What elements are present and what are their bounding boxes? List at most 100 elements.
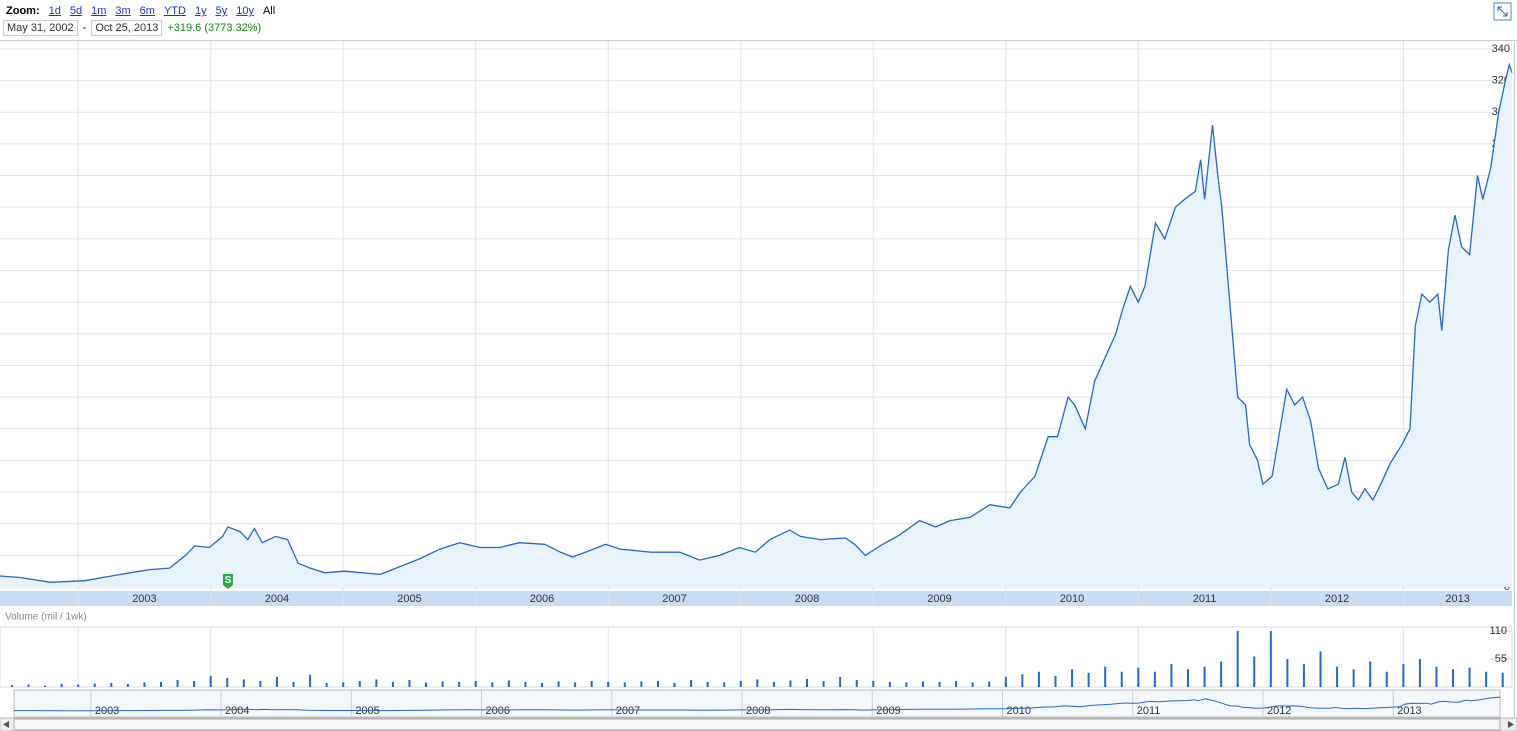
header: Zoom: 1d 5d 1m 3m 6m YTD 1y 5y 10y All May 31, 200… [0,0,1517,40]
volume-bar [292,681,295,687]
volume-bar [1187,669,1189,687]
volume-bar [474,680,477,687]
zoom-option[interactable]: 3m [115,5,131,17]
volume-bar [888,681,891,687]
volume-bar [160,681,163,687]
volume-bar [955,680,958,687]
volume-bar [921,681,924,687]
zoom-option[interactable]: All [262,5,276,17]
x-tick-label: 2003 [132,593,156,605]
volume-bar [839,676,842,687]
x-tick-label: 2013 [1445,593,1469,605]
plots: 0204060801001201401601802002202402602803… [0,41,1513,717]
volume-bar [1352,669,1355,687]
volume-bar [1319,651,1322,687]
zoom-option[interactable]: 1y [194,5,207,17]
navigator-line [14,696,1501,712]
volume-bar [110,682,113,687]
x-tick-label: 2006 [530,593,554,605]
date-start[interactable]: May 31, 2002 [3,20,78,36]
zoom-option[interactable]: 5d [69,5,83,17]
volume-bar [1402,664,1405,687]
zoom-option[interactable]: 1d [48,5,61,17]
navigator-label: 2012 [1267,705,1291,717]
volume-bar [1302,664,1305,687]
volume-bar [425,682,428,687]
volume-bar [1418,659,1421,687]
volume-bar [1004,676,1007,687]
volume-bar [275,676,278,687]
y-tick-label: 340 [1492,43,1510,55]
volume-bar [226,677,229,687]
volume-bar [524,681,527,687]
volume-bar [789,680,792,687]
volume-bar [126,683,129,687]
volume-bar [1120,671,1123,687]
zoom-option[interactable]: 1m [91,5,107,17]
volume-bar [259,680,262,687]
volume-bar [1054,675,1057,687]
volume-bar [656,680,659,687]
volume-bar [60,683,63,687]
volume-bar [640,681,643,687]
volume-bar [623,682,626,687]
volume-bar [806,678,809,687]
volume-bar [557,681,560,687]
navigator-label: 2006 [486,705,510,717]
volume-bar [690,679,693,687]
volume-bar [1220,661,1223,687]
zoom-label: Zoom: [6,5,40,17]
zoom-option[interactable]: 6m [139,5,155,17]
volume-bar [325,682,328,687]
volume-bar [1170,664,1173,687]
volume-bar [938,681,941,687]
volume-bar [706,681,709,687]
volume-title: Volume (mil / 1wk) [5,612,87,623]
area-fill [0,64,1512,588]
navigator-label: 2009 [876,705,900,717]
volume-bar [507,680,510,687]
navigator-label: 2007 [616,705,640,717]
y-tick-label: 55 [1495,653,1507,665]
volume-bar [673,682,676,687]
x-tick-label: 2011 [1193,593,1217,605]
volume-bar [391,681,394,687]
volume-bar [1435,666,1438,687]
volume-bar [491,682,494,687]
volume-bar [1137,667,1140,687]
volume-bar [309,674,312,687]
volume-bar [1468,667,1471,687]
x-tick-label: 2008 [795,593,819,605]
price-line [0,62,1513,583]
zoom-option[interactable]: 5y [215,5,228,17]
navigator-label: 2011 [1137,705,1161,717]
volume-bar [590,680,593,687]
scrollbar-thumb[interactable] [13,718,1501,731]
volume-bar [342,682,345,687]
volume-bar [1286,659,1289,687]
volume-bar [1452,669,1455,687]
x-tick-label: 2009 [927,593,951,605]
date-end[interactable]: Oct 25, 2013 [91,20,163,36]
annotation-label: S [225,575,232,586]
navigator[interactable] [13,689,1501,718]
volume-bar [176,679,179,687]
zoom-option[interactable]: 10y [236,5,254,17]
volume-bar [971,682,974,687]
volume-bar [1153,671,1156,687]
expand-icon [1497,6,1508,17]
volume-bar [739,680,742,687]
volume-bar [1021,674,1024,687]
x-tick-label: 2004 [265,593,289,605]
volume-bar [1037,671,1040,687]
volume-bar [1236,631,1239,687]
x-axis-band [0,591,1512,606]
volume-bar [1485,671,1488,687]
volume-bar [1385,671,1388,687]
navigator-label: 2013 [1397,705,1421,717]
volume-bar [872,680,875,687]
zoom-option[interactable]: YTD [163,5,186,17]
date-range: May 31, 2002 - Oct 25, 2013 +319.6 (3773… [3,20,261,36]
